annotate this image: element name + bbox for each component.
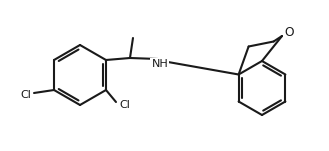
Text: O: O [284,26,294,40]
Text: Cl: Cl [119,100,130,110]
Text: NH: NH [152,59,168,69]
Text: Cl: Cl [21,90,32,100]
